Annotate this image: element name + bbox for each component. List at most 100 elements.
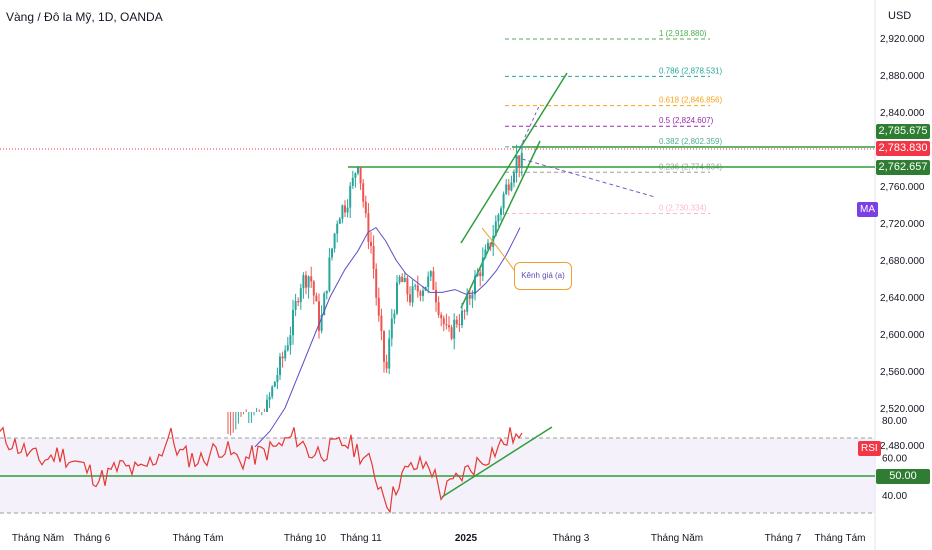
time-tick-5: 2025 bbox=[455, 533, 478, 544]
candle-body-34 bbox=[315, 295, 318, 302]
candle-body-33 bbox=[312, 281, 315, 296]
candle-body-15 bbox=[266, 399, 268, 412]
candle-body-113 bbox=[520, 152, 523, 168]
candle-body-108 bbox=[507, 184, 510, 191]
candle-body-89 bbox=[458, 324, 461, 326]
price-tick-7: 2,640.000 bbox=[880, 293, 925, 304]
candle-body-52 bbox=[362, 183, 365, 202]
price-tick-2: 2,840.000 bbox=[880, 108, 925, 119]
candle-body-54 bbox=[367, 213, 370, 242]
time-tick-6: Tháng 3 bbox=[553, 533, 590, 544]
candle-body-39 bbox=[328, 257, 331, 291]
candle-body-103 bbox=[494, 221, 497, 236]
support-price-tag: 2,762.657 bbox=[876, 160, 930, 175]
candle-body-20 bbox=[279, 356, 281, 376]
rsi-axis: 80.00 60.00 40.00 bbox=[882, 416, 907, 502]
candle-body-63 bbox=[390, 318, 393, 339]
ma-badge[interactable]: MA bbox=[857, 202, 878, 217]
candle-body-37 bbox=[323, 293, 326, 316]
candle-body-109 bbox=[510, 182, 513, 191]
fib-label-6: 0 (2,730.334) bbox=[659, 203, 707, 212]
candle-body-25 bbox=[292, 310, 294, 336]
last-price-tag: 2,783.830 bbox=[876, 141, 930, 156]
candle-body-45 bbox=[344, 205, 346, 213]
candle-body-31 bbox=[307, 276, 310, 288]
candle-body-99 bbox=[484, 249, 487, 258]
rsi-tick-0: 80.00 bbox=[882, 416, 907, 427]
candle-body-48 bbox=[351, 177, 354, 186]
candle-body-36 bbox=[320, 315, 323, 331]
fib-label-2: 0.618 (2,846.856) bbox=[659, 96, 722, 105]
time-tick-1: Tháng 6 bbox=[74, 533, 111, 544]
rsi-tick-2: 40.00 bbox=[882, 491, 907, 502]
candle-body-41 bbox=[333, 233, 336, 249]
price-tick-11: 2,480.000 bbox=[880, 441, 925, 452]
currency-label[interactable]: USD bbox=[888, 10, 912, 22]
candle-body-70 bbox=[409, 294, 411, 303]
candle-body-87 bbox=[453, 319, 456, 339]
high-price-tag: 2,785.675 bbox=[876, 124, 930, 139]
candle-body-73 bbox=[416, 285, 419, 292]
candle-body-27 bbox=[297, 300, 300, 303]
rsi-line bbox=[0, 426, 523, 514]
candle-body-74 bbox=[419, 291, 422, 296]
candle-body-55 bbox=[370, 241, 372, 247]
candle-body-21 bbox=[281, 356, 284, 359]
candle-body-43 bbox=[338, 218, 341, 224]
moving-average-line bbox=[254, 226, 521, 448]
rsi-trend-line bbox=[441, 426, 553, 498]
candle-body-29 bbox=[302, 275, 305, 289]
time-tick-3: Tháng 10 bbox=[284, 533, 327, 544]
candle-body-82 bbox=[440, 314, 443, 319]
candle-body-19 bbox=[276, 375, 279, 382]
rsi-badge[interactable]: RSI bbox=[858, 441, 881, 456]
candle-body-68 bbox=[403, 278, 406, 283]
candle-body-62 bbox=[388, 338, 391, 369]
projection-upper-line bbox=[519, 103, 541, 149]
candle-body-50 bbox=[357, 166, 359, 174]
candle-body-56 bbox=[372, 246, 375, 269]
candle-body-71 bbox=[411, 286, 414, 303]
candle-body-49 bbox=[354, 173, 357, 178]
candle-body-16 bbox=[268, 396, 271, 400]
time-tick-0: Tháng Năm bbox=[12, 533, 64, 544]
candle-body-64 bbox=[393, 313, 396, 319]
candle-body-32 bbox=[310, 276, 313, 282]
chart-title: Vàng / Đô la Mỹ, 1D, OANDA bbox=[6, 10, 163, 24]
candle-body-60 bbox=[383, 331, 385, 362]
candle-body-28 bbox=[299, 288, 302, 303]
candle-body-86 bbox=[450, 327, 453, 339]
candle-body-90 bbox=[461, 310, 463, 326]
price-tick-10: 2,520.000 bbox=[880, 404, 925, 415]
candle-body-35 bbox=[318, 301, 320, 331]
candle-body-17 bbox=[271, 386, 274, 397]
candle-body-88 bbox=[455, 319, 458, 325]
candles bbox=[227, 143, 523, 436]
time-tick-9: Tháng Tám bbox=[815, 533, 866, 544]
candle-body-97 bbox=[479, 272, 482, 277]
price-tick-9: 2,560.000 bbox=[880, 367, 925, 378]
candle-body-22 bbox=[284, 350, 287, 359]
candle-body-58 bbox=[377, 297, 380, 316]
candle-body-72 bbox=[414, 285, 417, 287]
candle-body-79 bbox=[432, 271, 435, 290]
candle-body-110 bbox=[513, 172, 515, 183]
candle-body-23 bbox=[286, 345, 289, 351]
channel-annotation: Kênh giá (a) bbox=[514, 262, 572, 290]
time-tick-8: Tháng 7 bbox=[765, 533, 802, 544]
candle-body-26 bbox=[294, 300, 297, 311]
fib-label-0: 1 (2,918.880) bbox=[659, 29, 707, 38]
candle-body-69 bbox=[406, 278, 409, 295]
candle-body-98 bbox=[481, 257, 484, 277]
candle-body-47 bbox=[349, 185, 352, 208]
fib-label-3: 0.5 (2,824.607) bbox=[659, 116, 714, 125]
candle-body-46 bbox=[346, 207, 349, 213]
candle-body-80 bbox=[435, 289, 437, 303]
candle-body-66 bbox=[398, 276, 401, 283]
candle-body-95 bbox=[474, 275, 476, 295]
candle-body-42 bbox=[336, 223, 339, 234]
candle-body-112 bbox=[518, 155, 521, 168]
candle-body-83 bbox=[442, 318, 445, 325]
rsi-tick-1: 60.00 bbox=[882, 453, 907, 464]
